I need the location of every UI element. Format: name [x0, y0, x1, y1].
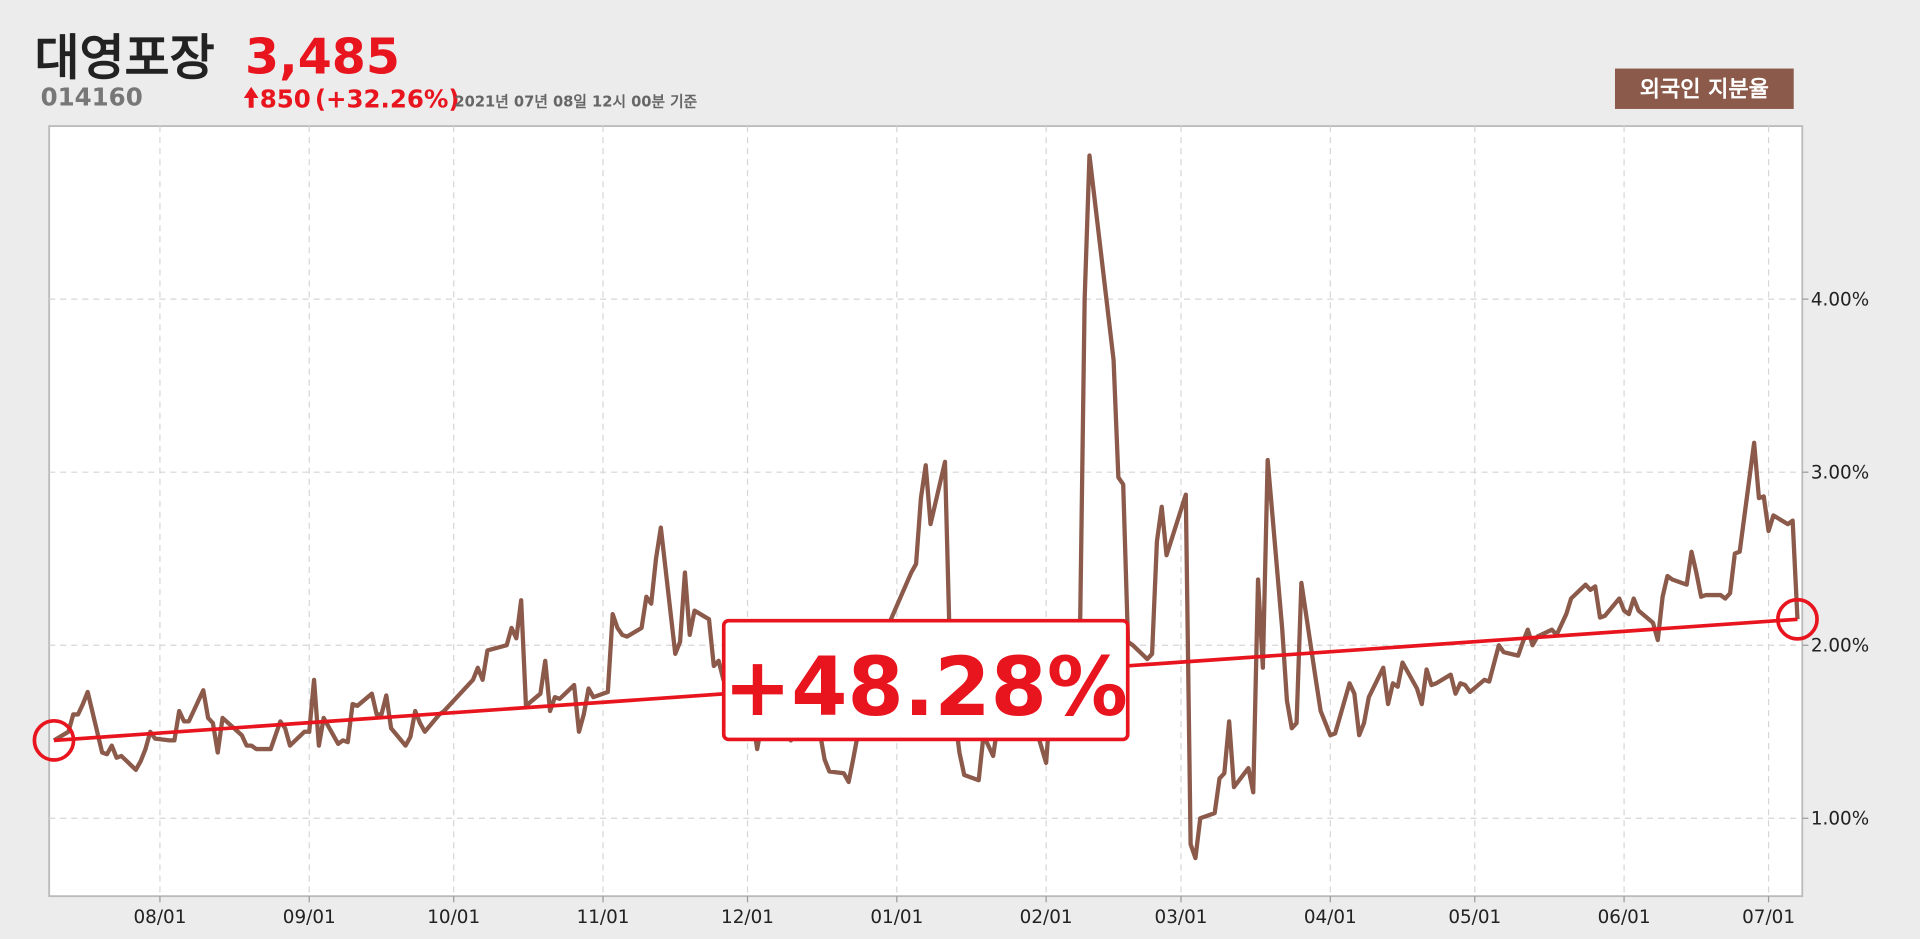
up-arrow — [243, 86, 259, 108]
x-tick-label: 05/01 — [1448, 907, 1501, 928]
legend-badge — [1614, 68, 1794, 109]
x-tick-label: 12/01 — [721, 907, 774, 928]
x-tick-label: 01/01 — [870, 907, 923, 928]
x-tick-label: 07/01 — [1742, 907, 1795, 928]
x-tick-label: 11/01 — [577, 907, 630, 928]
x-tick-label: 09/01 — [283, 907, 336, 928]
price-change-pct: (+32.26%) — [315, 85, 460, 114]
annotation-box — [721, 618, 1130, 742]
start-marker — [32, 718, 76, 762]
y-tick-label: 1.00% — [1811, 808, 1869, 829]
plot-layer: 1.00% 2.00% 3.00% 4.00% 08/01 09/01 10/01 11/01… — [32, 126, 1869, 928]
y-tick-label: 3.00% — [1811, 462, 1869, 483]
x-tick-label: 08/01 — [133, 907, 186, 928]
end-marker — [1776, 597, 1819, 641]
data-line — [52, 153, 1800, 861]
x-tick-label: 03/01 — [1155, 907, 1208, 928]
stock-code: 014160 — [41, 82, 143, 111]
x-tick-label: 02/01 — [1020, 907, 1073, 928]
as-of-date: 2021년 07년 08일 12시 00분 기준 — [454, 94, 697, 111]
stock-price: 3,485 — [245, 28, 400, 85]
annotation-text: +48.28% — [724, 641, 1128, 735]
y-tick-label: 4.00% — [1811, 289, 1869, 310]
x-tick-label: 10/01 — [427, 907, 480, 928]
plot-area — [48, 125, 1804, 898]
stock-name: 대영포장 — [34, 30, 214, 87]
price-change: 850 — [260, 85, 311, 114]
y-tick-label: 2.00% — [1811, 635, 1869, 656]
x-tick-label: 06/01 — [1598, 907, 1651, 928]
legend-label: 외국인 지분율 — [1640, 78, 1769, 103]
x-tick-label: 04/01 — [1304, 907, 1357, 928]
